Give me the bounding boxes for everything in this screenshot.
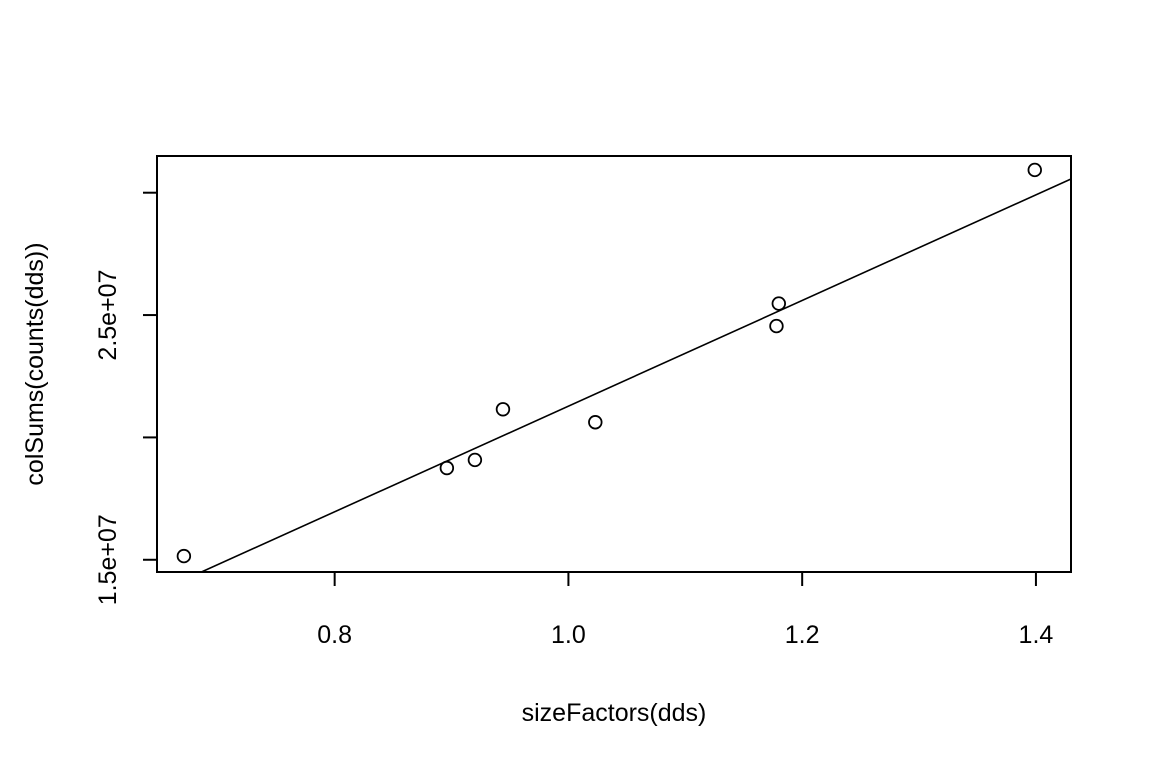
data-point-1: [176, 548, 192, 564]
x-tick-label-2: 1.0: [551, 621, 586, 649]
x-axis-label: sizeFactors(dds): [522, 699, 707, 727]
plot-frame: [156, 155, 1072, 573]
data-point-7: [771, 296, 787, 311]
fit-line-layer: [201, 178, 1071, 572]
x-tick-label-4: 1.4: [1019, 621, 1054, 649]
plot-frame-layer: [156, 155, 1072, 573]
data-point-2: [439, 460, 455, 476]
data-point-3: [467, 452, 483, 468]
y-tick-label-3: 2.5e+07: [94, 270, 122, 361]
x-tick-label-1: 0.8: [317, 621, 352, 649]
data-point-8: [1027, 162, 1042, 178]
x-tick-label-3: 1.2: [785, 621, 820, 649]
y-axis-label: colSums(counts(dds)): [21, 242, 49, 485]
data-point-4: [495, 402, 511, 417]
data-point-5: [588, 415, 603, 430]
y-tick-label-1: 1.5e+07: [94, 514, 122, 605]
y-axis: 1.5e+07 2.5e+07: [94, 191, 158, 605]
regression-line: [201, 178, 1071, 572]
points-layer: [176, 162, 1042, 564]
x-axis: 0.8 1.0 1.2 1.4: [317, 571, 1054, 649]
data-point-6: [769, 318, 784, 334]
